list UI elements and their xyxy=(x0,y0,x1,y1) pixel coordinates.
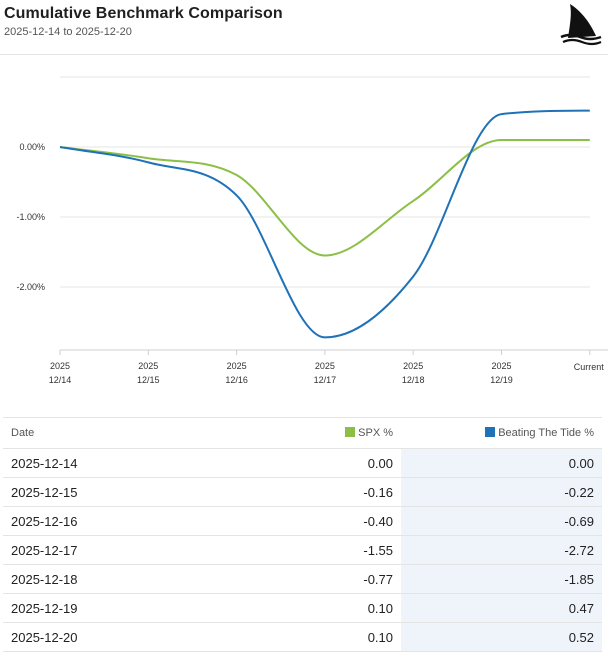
table-row: 2025-12-19 0.10 0.47 xyxy=(3,593,602,623)
date-column-header: Date xyxy=(3,417,192,449)
date-cell: 2025-12-20 xyxy=(3,622,192,652)
btt-header-label: Beating The Tide % xyxy=(498,427,594,439)
y-tick-label: -1.00% xyxy=(16,212,45,222)
btt-cell: 0.52 xyxy=(401,622,602,652)
btt-column-header: Beating The Tide % xyxy=(401,417,602,449)
date-cell: 2025-12-15 xyxy=(3,477,192,507)
spx-cell: -0.16 xyxy=(192,477,401,507)
x-tick-date-label: 12/14 xyxy=(49,375,72,385)
btt-swatch xyxy=(485,427,496,437)
x-tick-date-label: 12/19 xyxy=(490,375,513,385)
page-title: Cumulative Benchmark Comparison xyxy=(4,5,283,22)
btt-cell: -1.85 xyxy=(401,564,602,594)
btt-cell: 0.00 xyxy=(401,448,602,478)
table-row: 2025-12-20 0.10 0.52 xyxy=(3,622,602,652)
spx-cell: -0.40 xyxy=(192,506,401,536)
x-axis-ticks: 2025 12/14 2025 12/15 2025 12/16 2025 12/17 2025… xyxy=(49,350,605,385)
y-axis-ticks: 0.00% -1.00% -2.00% xyxy=(16,142,45,292)
x-tick-date-label: Current xyxy=(574,362,605,372)
btt-cell: -0.22 xyxy=(401,477,602,507)
chart-area: 0.00% -1.00% -2.00% 2025 12/14 2025 12/15 2025… xyxy=(0,55,608,395)
date-range: 2025-12-14 to 2025-12-20 xyxy=(4,26,132,38)
x-tick-year-label: 2025 xyxy=(491,361,511,371)
date-cell: 2025-12-19 xyxy=(3,593,192,623)
btt-cell: -2.72 xyxy=(401,535,602,565)
table-row: 2025-12-17 -1.55 -2.72 xyxy=(3,535,602,565)
x-tick-date-label: 12/15 xyxy=(137,375,160,385)
table-row: 2025-12-16 -0.40 -0.69 xyxy=(3,506,602,536)
table-header-row: Date SPX % Beating The Tide % xyxy=(3,417,602,449)
table-row: 2025-12-14 0.00 0.00 xyxy=(3,448,602,478)
spx-column-header: SPX % xyxy=(192,417,401,449)
spx-cell: 0.00 xyxy=(192,448,401,478)
y-tick-label: 0.00% xyxy=(19,142,45,152)
benchmark-table: Date SPX % Beating The Tide % 2025-12-14… xyxy=(3,417,602,652)
spx-header-label: SPX % xyxy=(358,427,393,439)
x-tick-date-label: 12/18 xyxy=(402,375,425,385)
grid-layer xyxy=(60,76,608,351)
spx-cell: -1.55 xyxy=(192,535,401,565)
table-row: 2025-12-18 -0.77 -1.85 xyxy=(3,564,602,594)
y-tick-label: -2.00% xyxy=(16,282,45,292)
chart-header: Cumulative Benchmark Comparison 2025-12-… xyxy=(0,0,608,55)
spx-swatch xyxy=(345,427,356,437)
date-cell: 2025-12-17 xyxy=(3,535,192,565)
x-tick-year-label: 2025 xyxy=(50,361,70,371)
spx-series-line xyxy=(59,139,590,257)
table-body: 2025-12-14 0.00 0.00 2025-12-15 -0.16 -0.22 20… xyxy=(3,448,602,652)
x-tick-year-label: 2025 xyxy=(227,361,247,371)
x-tick-year-label: 2025 xyxy=(403,361,423,371)
x-tick-date-label: 12/17 xyxy=(314,375,337,385)
series-layer xyxy=(59,109,590,339)
btt-cell: 0.47 xyxy=(401,593,602,623)
shark-fin-logo-icon xyxy=(560,4,602,46)
x-tick-date-label: 12/16 xyxy=(225,375,248,385)
spx-cell: -0.77 xyxy=(192,564,401,594)
btt-series-line xyxy=(59,109,590,339)
line-chart: 0.00%-1.00%-2.00% 202512/14202512/152025… xyxy=(16,76,608,385)
date-cell: 2025-12-14 xyxy=(3,448,192,478)
date-cell: 2025-12-16 xyxy=(3,506,192,536)
date-cell: 2025-12-18 xyxy=(3,564,192,594)
spx-cell: 0.10 xyxy=(192,622,401,652)
btt-cell: -0.69 xyxy=(401,506,602,536)
table-row: 2025-12-15 -0.16 -0.22 xyxy=(3,477,602,507)
x-tick-year-label: 2025 xyxy=(138,361,158,371)
spx-cell: 0.10 xyxy=(192,593,401,623)
x-tick-year-label: 2025 xyxy=(315,361,335,371)
